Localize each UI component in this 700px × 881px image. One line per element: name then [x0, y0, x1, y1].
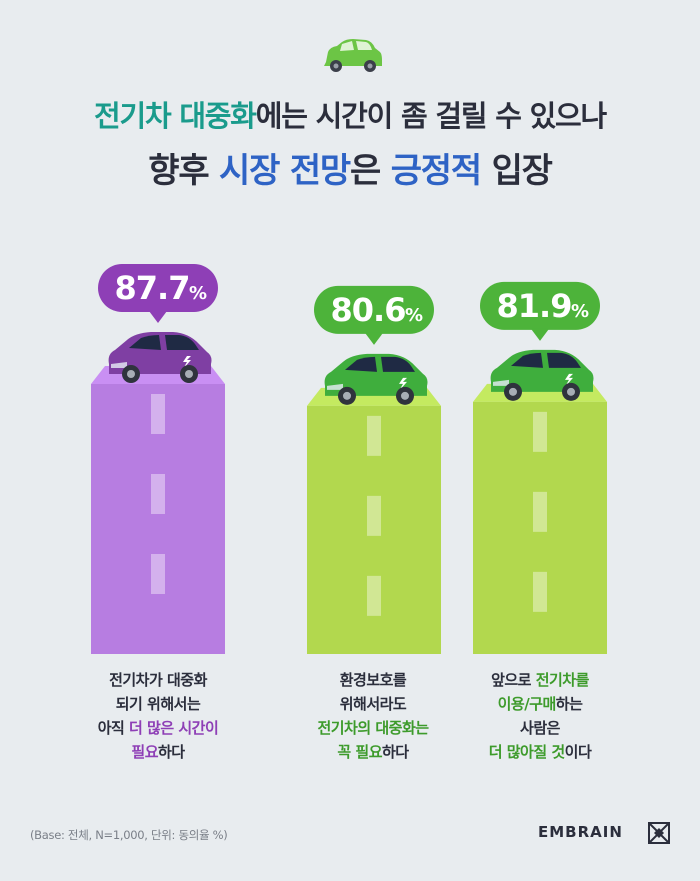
value-unit: %: [571, 301, 589, 322]
description-text: 전기차가 대중화: [109, 671, 207, 689]
highlight-text: 더 많은 시간이: [129, 719, 219, 737]
lane-mark: [151, 554, 165, 594]
description-text: 위해서라도: [339, 695, 407, 713]
lane-mark: [151, 474, 165, 514]
description-text: 하다: [158, 743, 185, 761]
value-unit: %: [405, 305, 423, 326]
description-text: 이다: [564, 743, 592, 761]
title-segment: 시장 전망: [219, 151, 351, 191]
brand-logo-text: EMBRAIN: [538, 823, 623, 841]
embrain-logo-icon: [648, 822, 670, 844]
description-line: 사람은: [430, 716, 650, 740]
car-icon: [108, 332, 212, 383]
description-1: 전기차가 대중화 되기 위해서는 아직 더 많은 시간이 필요하다: [48, 668, 268, 764]
value-bubble: [98, 264, 218, 312]
bubble-pointer: [365, 332, 383, 345]
value-unit: %: [189, 283, 207, 304]
bubble-pointer: [531, 328, 549, 341]
description-line: 되기 위해서는: [48, 692, 268, 716]
description-line: 이용/구매하는: [430, 692, 650, 716]
description-line: 환경보호를: [263, 668, 483, 692]
description-line: 더 많아질 것이다: [430, 740, 650, 764]
value-bubble: [480, 281, 600, 330]
description-text: 아직: [97, 719, 130, 737]
value-label: 81.9: [497, 287, 572, 325]
bar: [91, 384, 225, 654]
bar: [307, 405, 441, 654]
title-segment: 전기차 대중화: [93, 99, 257, 133]
lane-mark: [533, 491, 547, 532]
title-segment: 은: [350, 151, 391, 191]
value-bubble: [314, 285, 434, 334]
value-label: 80.6: [331, 291, 406, 329]
title-segment: 향후: [148, 151, 220, 191]
highlight-text: 필요: [131, 743, 158, 761]
title-segment: 에는 시간이 좀 걸릴 수 있으나: [255, 99, 607, 133]
description-text: 사람은: [520, 719, 560, 737]
lane-mark: [533, 411, 547, 452]
description-line: 아직 더 많은 시간이: [48, 716, 268, 740]
title-line-2: 향후 시장 전망은 긍정적 입장: [0, 143, 700, 192]
highlight-text: 이용/구매: [497, 695, 557, 713]
bar: [473, 401, 607, 654]
description-line: 위해서라도: [263, 692, 483, 716]
description-text: 하는: [555, 695, 583, 713]
description-text: 하다: [382, 743, 409, 761]
value-label: 87.7: [115, 269, 190, 307]
description-line: 전기차의 대중화는: [263, 716, 483, 740]
description-3: 앞으로 전기차를 이용/구매하는 사람은 더 많아질 것이다: [430, 668, 650, 764]
lane-mark: [533, 571, 547, 612]
lane-mark: [367, 575, 381, 616]
lane-mark: [151, 394, 165, 434]
title-segment: 긍정적: [390, 151, 482, 191]
description-line: 앞으로 전기차를: [430, 668, 650, 692]
description-text: 되기 위해서는: [115, 695, 201, 713]
description-text: 앞으로: [491, 671, 536, 689]
highlight-text: 더 많아질 것: [488, 743, 565, 761]
highlight-text: 꼭 필요: [337, 743, 382, 761]
title-line-1: 전기차 대중화에는 시간이 좀 걸릴 수 있으나: [0, 93, 700, 135]
description-line: 꼭 필요하다: [263, 740, 483, 764]
lane-mark: [367, 495, 381, 536]
title-segment: 입장: [480, 151, 553, 191]
car-icon: [490, 349, 594, 401]
highlight-text: 전기차를: [535, 671, 590, 689]
bubble-pointer: [149, 311, 167, 323]
description-line: 전기차가 대중화: [48, 668, 268, 692]
lane-mark: [367, 415, 381, 456]
description-text: 환경보호를: [339, 671, 407, 689]
highlight-text: 전기차의 대중화는: [317, 719, 429, 737]
description-line: 필요하다: [48, 740, 268, 764]
footnote: (Base: 전체, N=1,000, 단위: 동의율 %): [30, 828, 228, 842]
car-icon: [324, 353, 428, 405]
